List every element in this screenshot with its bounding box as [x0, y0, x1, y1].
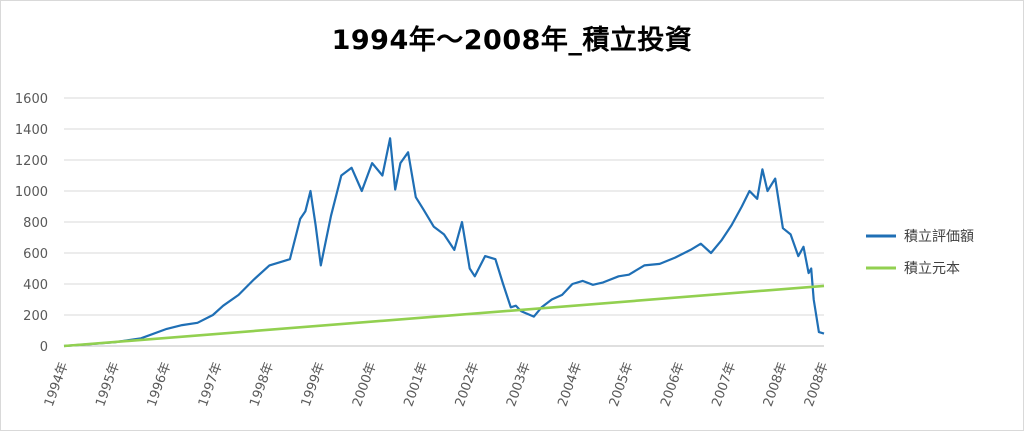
- x-tick-label: 2005年: [607, 360, 637, 408]
- y-tick-label: 800: [23, 216, 48, 231]
- x-tick-label: 2006年: [658, 360, 688, 408]
- x-tick-label: 1998年: [247, 360, 277, 408]
- y-tick-label: 200: [23, 309, 48, 324]
- x-tick-label: 2003年: [504, 360, 534, 408]
- x-tick-label: 1994年: [42, 360, 72, 408]
- x-tick-label: 2004年: [555, 360, 585, 408]
- x-tick-label: 1996年: [145, 360, 175, 408]
- x-tick-label: 1999年: [299, 360, 329, 408]
- y-tick-label: 1000: [15, 185, 48, 200]
- y-tick-label: 1600: [15, 92, 48, 107]
- y-tick-label: 1400: [15, 123, 48, 138]
- y-tick-label: 1200: [15, 154, 48, 169]
- x-tick-label: 2001年: [401, 360, 431, 408]
- x-tick-label: 1995年: [93, 360, 123, 408]
- series-line-2: [63, 284, 825, 348]
- x-tick-label: 1997年: [196, 360, 226, 408]
- x-tick-label: 2008年: [761, 360, 791, 408]
- x-tick-label: 2008年: [802, 360, 832, 408]
- chart-title: 1994年～2008年_積立投資: [331, 25, 693, 56]
- x-tick-label: 2002年: [453, 360, 483, 408]
- x-tick-label: 2000年: [350, 360, 380, 408]
- legend-label: 積立元本: [904, 261, 960, 277]
- y-tick-label: 600: [23, 247, 48, 262]
- legend-label: 積立評価額: [904, 229, 974, 245]
- y-tick-label: 400: [23, 278, 48, 293]
- y-tick-label: 0: [40, 340, 48, 355]
- x-tick-label: 2007年: [709, 360, 739, 408]
- series-line-1: [63, 137, 825, 348]
